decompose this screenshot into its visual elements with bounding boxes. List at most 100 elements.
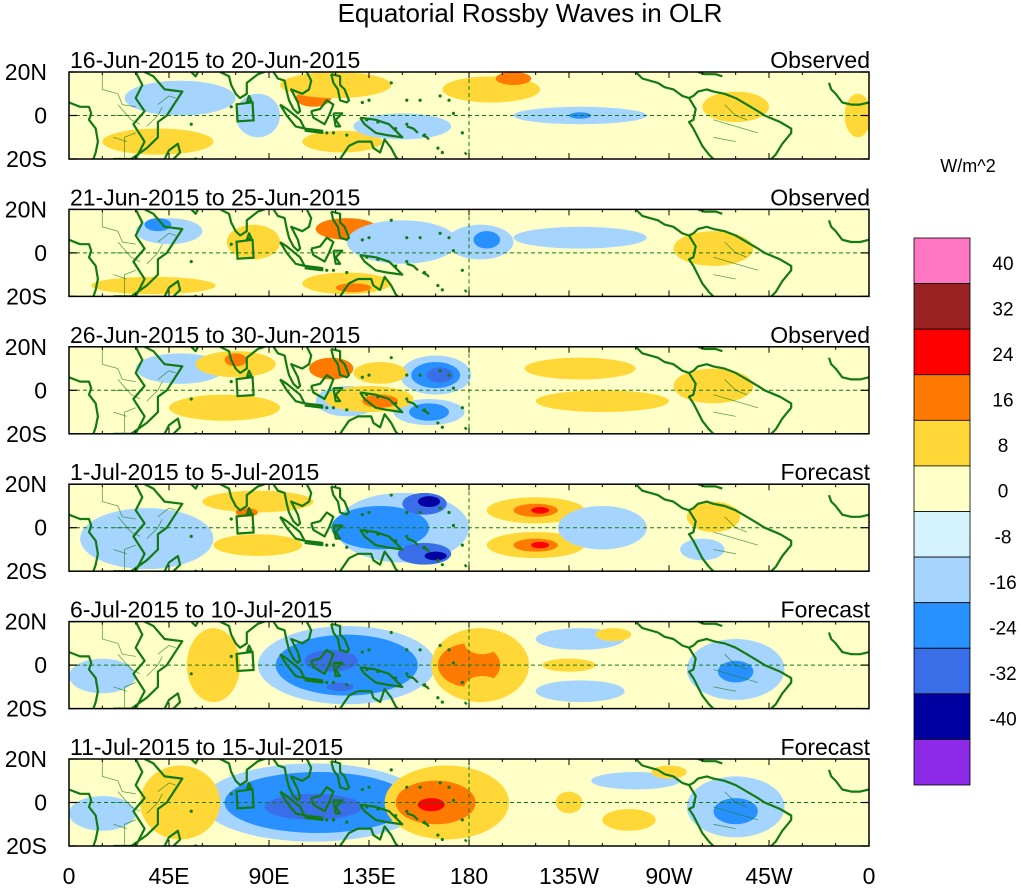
coastline	[132, 484, 146, 572]
coastline	[163, 280, 182, 297]
coastline	[163, 417, 182, 434]
olr-contour	[235, 93, 281, 138]
coastline	[634, 209, 793, 297]
colorbar-swatch	[913, 283, 971, 330]
panel-1: 20N 0 20S 16-Jun-2015 to 20-Jun-2015 Observe…	[5, 47, 870, 172]
country-border	[713, 119, 759, 134]
x-tick-label: 90E	[249, 863, 290, 889]
island	[436, 421, 440, 425]
island	[325, 131, 329, 135]
coastline	[634, 759, 793, 846]
island	[440, 425, 444, 429]
island	[367, 98, 371, 102]
coastline	[245, 369, 253, 379]
olr-contour	[302, 130, 383, 153]
x-tick-label: 0	[63, 863, 76, 889]
island	[325, 406, 329, 410]
y-tick-label: 20N	[5, 334, 47, 360]
colorbar-swatch	[913, 647, 971, 695]
olr-contour	[69, 658, 136, 694]
olr-contour	[169, 394, 281, 421]
country-border	[101, 759, 136, 795]
country-border	[157, 782, 176, 792]
coastline	[132, 209, 146, 297]
country-border	[713, 136, 736, 142]
colorbar-level-label: -32	[989, 664, 1016, 685]
coastline	[339, 687, 399, 709]
panel-plot-area	[69, 72, 869, 159]
country-border	[713, 806, 759, 821]
coastline	[190, 621, 200, 628]
coastline	[339, 550, 399, 572]
coastline	[163, 554, 182, 572]
island	[345, 820, 349, 824]
x-tick-label: 135E	[342, 863, 396, 889]
coastline	[687, 97, 715, 159]
country-border	[713, 394, 759, 409]
colorbar-level-label: -8	[995, 527, 1012, 548]
coastline	[330, 347, 351, 379]
island	[345, 133, 349, 137]
island	[440, 288, 444, 292]
island	[447, 373, 451, 377]
island	[405, 397, 409, 401]
panel-period-label: 21-Jun-2015 to 25-Jun-2015	[70, 184, 360, 210]
panel-status-label: Observed	[770, 322, 870, 348]
country-border	[157, 645, 176, 655]
country-border	[124, 269, 136, 297]
colorbar-swatch	[913, 237, 971, 284]
country-border	[101, 209, 136, 245]
coastline	[332, 249, 344, 265]
coastline	[406, 674, 419, 684]
island	[422, 820, 427, 824]
country-border	[117, 379, 141, 400]
coastline	[359, 391, 404, 414]
island	[189, 534, 193, 539]
coastline	[697, 72, 723, 78]
island	[447, 510, 451, 515]
olr-contour	[495, 72, 532, 86]
island	[394, 813, 398, 818]
island	[189, 672, 193, 676]
island	[440, 837, 444, 842]
country-border	[157, 95, 176, 105]
olr-contour	[673, 231, 754, 266]
y-tick-label: 0	[34, 790, 47, 816]
island	[451, 386, 456, 390]
country-border	[113, 686, 127, 692]
island	[422, 270, 427, 275]
island	[376, 532, 380, 536]
island	[394, 676, 398, 680]
y-tick-label: 20S	[6, 421, 47, 447]
island	[436, 833, 440, 837]
panel-status-label: Forecast	[781, 597, 871, 623]
island	[345, 270, 349, 275]
colorbar-swatch	[913, 465, 971, 512]
coastline	[190, 72, 200, 78]
coastline	[245, 232, 253, 241]
panel-status-label: Forecast	[781, 734, 871, 760]
country-border	[713, 669, 759, 683]
olr-contour	[186, 628, 241, 703]
country-border	[124, 682, 136, 709]
y-tick-label: 0	[34, 377, 47, 403]
island	[438, 506, 442, 510]
coastline	[463, 426, 468, 431]
coastline	[687, 647, 715, 709]
panel-period-label: 1-Jul-2015 to 5-Jul-2015	[70, 459, 319, 485]
island	[345, 545, 349, 549]
island	[389, 356, 393, 360]
panel-4: 20N 0 20S 1-Jul-2015 to 5-Jul-2015 Forecast	[5, 459, 871, 584]
coastline	[132, 346, 146, 434]
island	[451, 111, 456, 115]
olr-contour	[717, 660, 754, 683]
coastline	[359, 116, 404, 139]
island	[365, 393, 369, 397]
country-border	[117, 516, 141, 537]
coastline	[330, 760, 351, 791]
colorbar-swatch	[913, 374, 971, 421]
island	[405, 672, 409, 676]
island	[405, 809, 409, 813]
y-tick-label: 20N	[5, 746, 47, 772]
x-axis: 0 45E 90E 135E 180 135W 90W 45W 0	[63, 863, 876, 889]
